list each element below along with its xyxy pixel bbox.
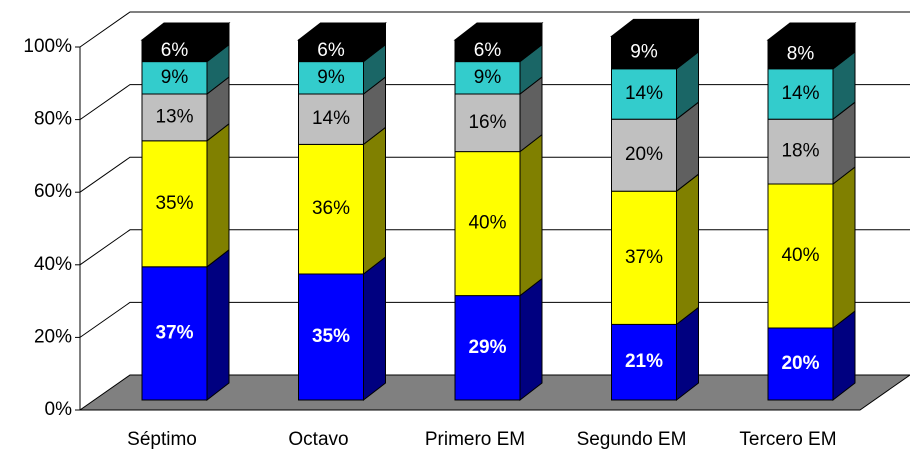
bar-side <box>832 165 856 330</box>
bar-top <box>297 22 387 41</box>
bar-side <box>206 122 230 268</box>
data-label: 20% <box>625 144 663 165</box>
y-tick-label: 60% <box>34 181 72 202</box>
bar-segment <box>767 39 834 70</box>
data-label: 6% <box>317 40 345 61</box>
data-label: 16% <box>468 112 506 133</box>
data-label: 6% <box>161 40 189 61</box>
data-label: 9% <box>161 67 189 88</box>
bar-top <box>766 22 857 41</box>
bar-side <box>363 126 386 276</box>
bar-segment <box>141 61 208 95</box>
bar-side <box>363 255 386 402</box>
bar-segment <box>298 93 364 145</box>
data-label: 9% <box>630 42 658 63</box>
bar-segment <box>141 93 208 142</box>
data-label: 36% <box>312 198 350 219</box>
data-label: 40% <box>781 245 819 266</box>
bar-segment <box>454 295 521 401</box>
data-label: 37% <box>625 247 663 268</box>
x-tick-label: Segundo EM <box>577 429 687 450</box>
data-label: 35% <box>312 326 350 347</box>
data-label: 40% <box>468 213 506 234</box>
bar-side <box>519 133 543 297</box>
grid-line <box>79 11 910 48</box>
bar-segment <box>611 68 677 120</box>
bar-segment <box>454 61 521 95</box>
data-label: 14% <box>312 108 350 129</box>
bar-segment <box>767 183 834 329</box>
x-tick-label: Octavo <box>288 429 348 450</box>
bar-segment <box>298 273 364 401</box>
data-label: 37% <box>155 322 193 343</box>
y-tick-label: 0% <box>45 399 73 420</box>
data-label: 18% <box>781 141 819 162</box>
data-label: 14% <box>781 83 819 104</box>
x-tick-label: Tercero EM <box>739 429 836 450</box>
bar-segment <box>141 140 208 268</box>
data-label: 35% <box>155 193 193 214</box>
data-label: 20% <box>781 353 819 374</box>
y-tick-label: 20% <box>34 326 72 347</box>
bar-side <box>206 248 230 402</box>
data-label: 14% <box>625 83 663 104</box>
bar-segment <box>767 118 834 185</box>
x-tick-label: Séptimo <box>127 429 197 450</box>
bar-segment <box>611 35 677 70</box>
bar-segment <box>141 266 208 401</box>
bar-top <box>453 22 544 41</box>
data-label: 8% <box>787 43 815 64</box>
data-label: 9% <box>317 67 345 88</box>
x-tick-label: Primero EM <box>425 429 525 450</box>
bar-segment <box>454 151 521 297</box>
y-tick-label: 100% <box>23 36 72 57</box>
bar-segment <box>611 190 677 325</box>
data-label: 21% <box>625 351 663 372</box>
y-tick-label: 80% <box>34 109 72 130</box>
bar-side <box>519 277 543 402</box>
bar-top <box>140 22 231 41</box>
bar-side <box>676 173 699 326</box>
data-label: 9% <box>474 67 502 88</box>
bar-segment <box>454 93 521 153</box>
bar-top <box>610 18 700 37</box>
data-label: 13% <box>155 106 193 127</box>
bar-segment <box>298 143 364 275</box>
data-label: 29% <box>468 337 506 358</box>
bar-segment <box>611 323 677 401</box>
y-tick-label: 40% <box>34 254 72 275</box>
data-label: 6% <box>474 40 502 61</box>
